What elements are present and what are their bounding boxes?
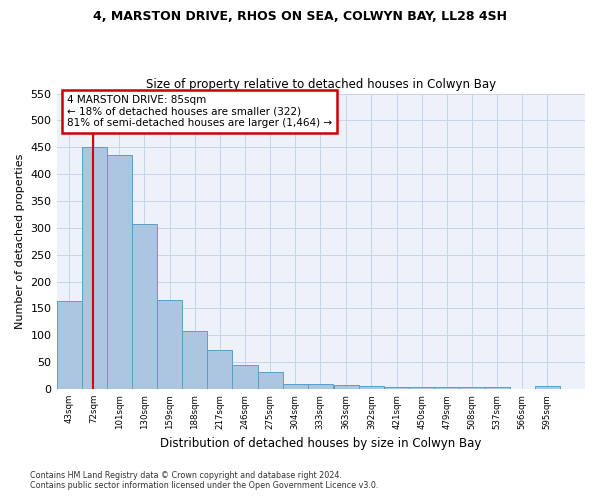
Bar <box>359 386 384 389</box>
Bar <box>107 156 132 389</box>
Bar <box>132 224 157 389</box>
Bar <box>207 350 232 389</box>
Bar <box>157 300 182 389</box>
Bar <box>232 366 257 389</box>
Text: 4, MARSTON DRIVE, RHOS ON SEA, COLWYN BAY, LL28 4SH: 4, MARSTON DRIVE, RHOS ON SEA, COLWYN BA… <box>93 10 507 23</box>
Bar <box>283 384 308 389</box>
Bar <box>334 384 359 389</box>
Title: Size of property relative to detached houses in Colwyn Bay: Size of property relative to detached ho… <box>146 78 496 91</box>
Bar <box>257 372 283 389</box>
Bar <box>535 386 560 389</box>
Text: 4 MARSTON DRIVE: 85sqm
← 18% of detached houses are smaller (322)
81% of semi-de: 4 MARSTON DRIVE: 85sqm ← 18% of detached… <box>67 95 332 128</box>
Bar <box>460 388 485 389</box>
Text: Contains HM Land Registry data © Crown copyright and database right 2024.
Contai: Contains HM Land Registry data © Crown c… <box>30 470 379 490</box>
Bar <box>82 148 107 389</box>
Bar <box>409 388 434 389</box>
Bar <box>485 388 509 389</box>
Bar <box>384 388 409 389</box>
Bar <box>56 302 82 389</box>
X-axis label: Distribution of detached houses by size in Colwyn Bay: Distribution of detached houses by size … <box>160 437 481 450</box>
Bar <box>434 388 460 389</box>
Bar <box>182 332 207 389</box>
Bar <box>308 384 333 389</box>
Y-axis label: Number of detached properties: Number of detached properties <box>15 154 25 329</box>
